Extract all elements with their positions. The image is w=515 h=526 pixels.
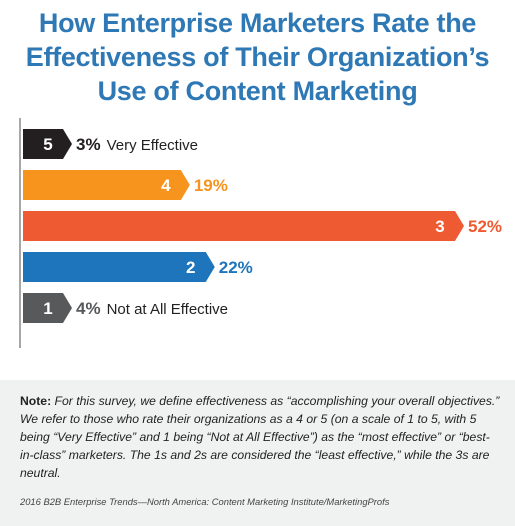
value-label-1: 4% bbox=[76, 299, 101, 318]
bar-chart: 5 3% Very Effective 4 19% 3 52% 2 22% 1 4% Not at A… bbox=[19, 118, 502, 348]
bar-3 bbox=[23, 211, 464, 241]
category-label-1: 1 bbox=[43, 299, 52, 318]
chart-title: How Enterprise Marketers Rate the Effect… bbox=[0, 6, 515, 108]
value-label-2: 22% bbox=[219, 258, 253, 277]
bar-1 bbox=[23, 293, 72, 323]
category-label-4: 4 bbox=[161, 176, 171, 195]
category-label-2: 2 bbox=[186, 258, 195, 277]
bar-2 bbox=[23, 252, 215, 282]
source-citation: 2016 B2B Enterprise Trends—North America… bbox=[20, 496, 390, 507]
note-label: Note: bbox=[20, 394, 52, 408]
category-description-5: Very Effective bbox=[107, 137, 198, 154]
value-label-4: 19% bbox=[194, 176, 228, 195]
value-label-3: 52% bbox=[468, 217, 502, 236]
chart-title-line-2: Effectiveness of Their Organization’s bbox=[25, 42, 490, 72]
footer-panel bbox=[0, 380, 515, 526]
note-text: Note: For this survey, we define effecti… bbox=[20, 392, 500, 482]
chart-title-line-1: How Enterprise Marketers Rate the bbox=[38, 8, 477, 38]
bar-5 bbox=[23, 129, 72, 159]
category-label-3: 3 bbox=[435, 217, 444, 236]
bar-4 bbox=[23, 170, 190, 200]
category-label-5: 5 bbox=[43, 135, 52, 154]
note-body: For this survey, we define effectiveness… bbox=[20, 394, 500, 480]
value-label-5: 3% bbox=[76, 135, 101, 154]
category-description-1: Not at All Effective bbox=[107, 301, 228, 318]
chart-title-line-3: Use of Content Marketing bbox=[97, 76, 418, 106]
